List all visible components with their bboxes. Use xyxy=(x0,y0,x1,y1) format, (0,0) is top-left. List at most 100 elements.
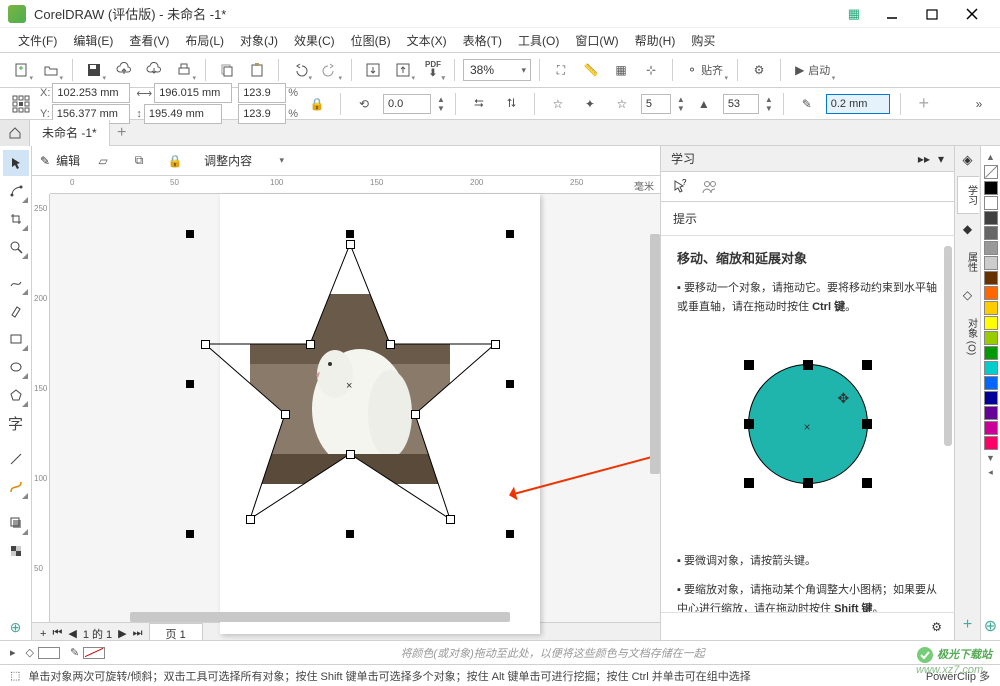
docker-tab[interactable]: 属性 xyxy=(957,244,979,280)
doc-tab[interactable]: 未命名 -1* xyxy=(30,120,110,146)
x-field[interactable]: 102.253 mm xyxy=(52,83,130,103)
curve-tool[interactable] xyxy=(3,474,29,500)
expand-tools[interactable]: ⊕ xyxy=(3,614,29,640)
minimize-button[interactable] xyxy=(872,2,912,26)
sx-field[interactable]: 123.9 xyxy=(238,83,286,103)
palette-up[interactable]: ▲ xyxy=(986,152,995,162)
artistic-tool[interactable] xyxy=(3,298,29,324)
star-complex-icon[interactable]: ✦ xyxy=(577,91,603,117)
outline-field[interactable]: 0.2 mm xyxy=(826,94,890,114)
panel-scrollbar[interactable] xyxy=(944,246,952,446)
swatch[interactable] xyxy=(984,316,998,330)
extract-icon[interactable]: ⧉ xyxy=(126,148,152,174)
add-button[interactable]: + xyxy=(911,91,937,117)
docker-tab[interactable]: 对象 (O) xyxy=(957,310,979,363)
panel-collapse[interactable]: ▸▸ xyxy=(918,152,930,166)
toggle-icon[interactable]: ▸ xyxy=(10,646,16,659)
docker-add[interactable]: + xyxy=(963,616,972,634)
palette-add[interactable]: ⊕ xyxy=(984,616,997,636)
swatch[interactable] xyxy=(984,226,998,240)
first-page[interactable]: ⏮ xyxy=(52,627,62,640)
swatch[interactable] xyxy=(984,181,998,195)
docker-cube-icon[interactable]: ◈ xyxy=(963,152,973,168)
text-tool[interactable]: 字 xyxy=(3,410,29,436)
menu-E[interactable]: 编辑(E) xyxy=(67,30,119,51)
menu-B[interactable]: 位图(B) xyxy=(345,30,397,51)
panel-settings-icon[interactable]: ⚙ xyxy=(931,620,942,634)
pdf-button[interactable]: PDF⬇ xyxy=(420,57,446,83)
pick-tool[interactable] xyxy=(3,150,29,176)
origin-icon[interactable] xyxy=(8,91,34,117)
hint-tab-icon[interactable]: ? xyxy=(671,178,689,196)
launch-button[interactable]: ▶启动 xyxy=(789,57,836,83)
outline-indicator[interactable]: ✎ xyxy=(70,646,105,659)
swatch[interactable] xyxy=(984,286,998,300)
star-object[interactable]: × xyxy=(190,234,510,534)
palette-menu[interactable]: ◂ xyxy=(988,467,993,478)
more-button[interactable]: » xyxy=(966,91,992,117)
panel-menu[interactable]: ▾ xyxy=(938,152,944,166)
snap-button[interactable]: ⚬贴齐 xyxy=(681,57,729,83)
fullscreen-button[interactable]: ⛶ xyxy=(548,57,574,83)
menu-C[interactable]: 效果(C) xyxy=(288,30,341,51)
next-page[interactable]: ▶ xyxy=(118,627,126,640)
swatch[interactable] xyxy=(984,301,998,315)
add-page-icon[interactable]: + xyxy=(40,628,46,640)
fill-indicator[interactable]: ◇ xyxy=(26,646,60,659)
paste-button[interactable] xyxy=(244,57,270,83)
new-button[interactable] xyxy=(8,57,34,83)
shadow-tool[interactable] xyxy=(3,510,29,536)
w-field[interactable]: 196.015 mm xyxy=(154,83,232,103)
frame-fit-icon[interactable]: ▱ xyxy=(90,148,116,174)
no-color-swatch[interactable] xyxy=(984,165,998,179)
lock-icon[interactable]: 🔒 xyxy=(162,148,188,174)
maximize-button[interactable] xyxy=(912,2,952,26)
canvas[interactable]: × xyxy=(50,194,660,622)
menu-[interactable]: 购买 xyxy=(685,30,721,51)
menu-X[interactable]: 文本(X) xyxy=(401,30,453,51)
adjust-dropdown[interactable]: 调整内容 xyxy=(198,150,288,172)
mirror-v-icon[interactable]: ⮁ xyxy=(498,91,524,117)
copy-button[interactable] xyxy=(214,57,240,83)
swatch[interactable] xyxy=(984,331,998,345)
lock-ratio-icon[interactable]: 🔒 xyxy=(304,91,330,117)
docker-tab[interactable]: 学习 xyxy=(957,176,979,214)
crop-tool[interactable] xyxy=(3,206,29,232)
cloud-down-button[interactable] xyxy=(141,57,167,83)
add-tab[interactable]: + xyxy=(110,120,134,146)
last-page[interactable]: ⏭ xyxy=(133,627,143,640)
prev-page[interactable]: ◀ xyxy=(68,627,76,640)
rectangle-tool[interactable] xyxy=(3,326,29,352)
guides-button[interactable]: ⊹ xyxy=(638,57,664,83)
menu-W[interactable]: 窗口(W) xyxy=(569,30,624,51)
zoom-dropdown[interactable]: 38% xyxy=(463,59,531,81)
swatch[interactable] xyxy=(984,196,998,210)
h-field[interactable]: 195.49 mm xyxy=(144,104,222,124)
undo-button[interactable] xyxy=(287,57,313,83)
points-field[interactable]: 5 xyxy=(641,94,671,114)
open-button[interactable] xyxy=(38,57,64,83)
h-scrollbar[interactable] xyxy=(130,612,510,622)
swatch[interactable] xyxy=(984,376,998,390)
transparency-tool[interactable] xyxy=(3,538,29,564)
sharp-field[interactable]: 53 xyxy=(723,94,759,114)
menu-H[interactable]: 帮助(H) xyxy=(629,30,682,51)
sy-field[interactable]: 123.9 xyxy=(238,104,286,124)
rotation-field[interactable]: 0.0 xyxy=(383,94,431,114)
swatch[interactable] xyxy=(984,406,998,420)
swatch[interactable] xyxy=(984,436,998,450)
menu-V[interactable]: 查看(V) xyxy=(123,30,175,51)
home-tab[interactable] xyxy=(0,120,30,146)
menu-O[interactable]: 工具(O) xyxy=(512,30,565,51)
swatch[interactable] xyxy=(984,421,998,435)
swatch[interactable] xyxy=(984,241,998,255)
swatch[interactable] xyxy=(984,346,998,360)
swatch[interactable] xyxy=(984,391,998,405)
menu-T[interactable]: 表格(T) xyxy=(457,30,508,51)
menu-L[interactable]: 布局(L) xyxy=(179,30,230,51)
edit-button[interactable]: ✎ 编辑 xyxy=(40,152,80,169)
swatch[interactable] xyxy=(984,361,998,375)
redo-button[interactable] xyxy=(317,57,343,83)
people-tab-icon[interactable] xyxy=(701,178,719,196)
star-outline-icon[interactable]: ☆ xyxy=(545,91,571,117)
